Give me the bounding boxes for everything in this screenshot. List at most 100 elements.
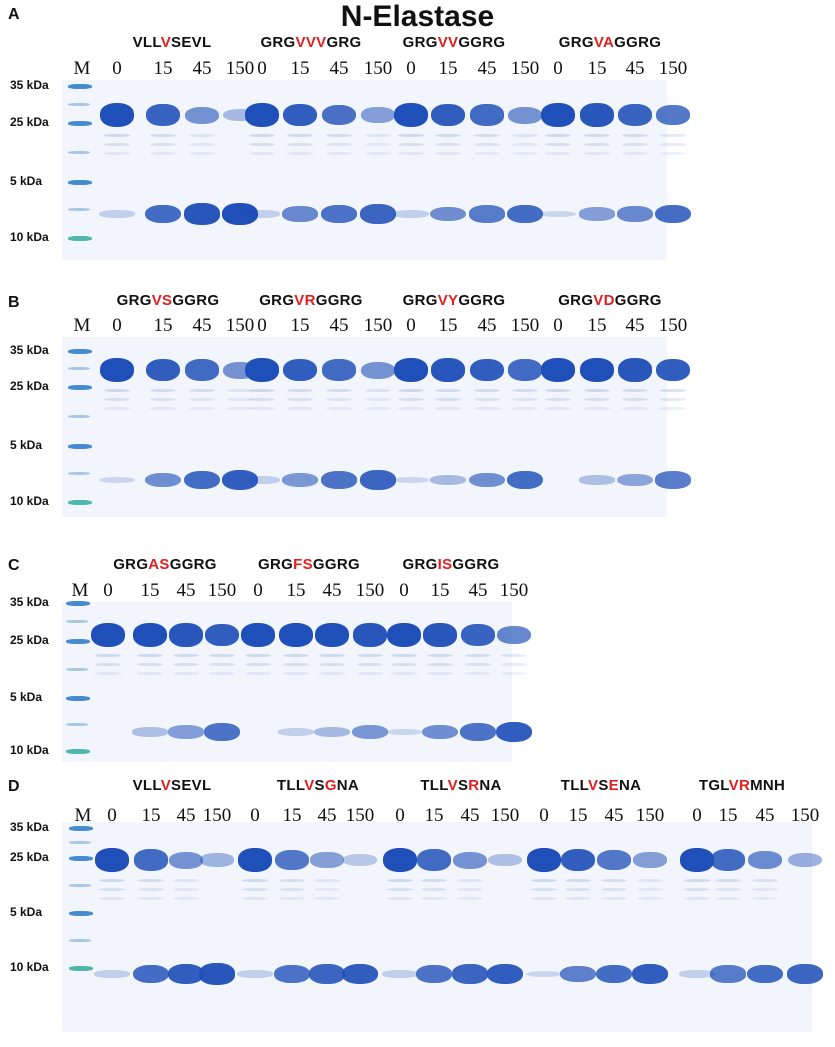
substrate-band — [618, 104, 652, 126]
sequence-segment: GRG — [259, 292, 295, 309]
intermediate-band — [474, 389, 500, 392]
intermediate-band — [365, 398, 391, 401]
intermediate-band — [138, 879, 164, 882]
intermediate-band — [601, 897, 627, 900]
product-band — [360, 470, 396, 490]
substrate-band — [95, 848, 129, 872]
product-band — [487, 963, 523, 985]
substrate-band — [238, 848, 272, 872]
ladder-band — [69, 841, 91, 844]
lane-time-label: 45 — [329, 58, 349, 79]
intermediate-band — [465, 654, 491, 657]
substrate-band — [497, 625, 531, 645]
substrate-band — [146, 104, 180, 126]
lane-time-label: 15 — [153, 58, 173, 79]
product-band — [199, 963, 235, 985]
substrate-band — [146, 358, 180, 382]
lane-time-label: 45 — [460, 805, 480, 826]
intermediate-band — [465, 663, 491, 666]
intermediate-band — [249, 134, 275, 137]
lane-time-label: 15 — [282, 805, 302, 826]
intermediate-band — [242, 879, 268, 882]
intermediate-band — [512, 389, 538, 392]
sequence-segment: NA — [479, 777, 502, 794]
intermediate-band — [465, 672, 491, 675]
sequence-segment: VLL — [132, 34, 161, 51]
intermediate-band — [314, 897, 340, 900]
intermediate-band — [249, 398, 275, 401]
product-band — [145, 472, 181, 488]
ladder-band — [66, 749, 90, 754]
substrate-band — [387, 623, 421, 647]
substrate-band — [200, 853, 234, 867]
peptide-sequence: TLLVSGNA — [277, 777, 359, 794]
substrate-band — [541, 358, 575, 382]
lane-time-label: 45 — [329, 315, 349, 336]
intermediate-band — [104, 143, 130, 146]
intermediate-band — [287, 134, 313, 137]
sequence-segment: GGRG — [312, 556, 360, 573]
cleavage-residue: VD — [593, 292, 615, 309]
intermediate-band — [387, 897, 413, 900]
intermediate-band — [357, 654, 383, 657]
product-band — [237, 970, 273, 978]
intermediate-band — [398, 152, 424, 155]
intermediate-band — [227, 389, 253, 392]
lane-time-label: 0 — [103, 580, 113, 601]
intermediate-band — [283, 663, 309, 666]
lane-time-label: 0 — [553, 315, 563, 336]
peptide-sequence: TGLVRMNH — [699, 777, 785, 794]
sequence-segment: TGL — [698, 777, 729, 794]
product-band — [469, 472, 505, 488]
substrate-band — [310, 852, 344, 868]
cleavage-residue: V — [160, 777, 172, 794]
sequence-segment: S — [457, 777, 469, 794]
substrate-band — [394, 358, 428, 382]
ladder-band — [68, 84, 92, 89]
substrate-band — [461, 624, 495, 646]
sequence-segment: GRG — [402, 34, 438, 51]
intermediate-band — [474, 407, 500, 410]
ladder-band — [66, 696, 90, 701]
marker-label: 5 kDa — [10, 174, 43, 188]
intermediate-band — [474, 152, 500, 155]
cleavage-residue: VR — [728, 777, 751, 794]
intermediate-band — [249, 407, 275, 410]
product-band — [282, 206, 318, 222]
cleavage-residue: VY — [437, 292, 459, 309]
intermediate-band — [249, 152, 275, 155]
intermediate-band — [287, 143, 313, 146]
product-band — [360, 204, 396, 224]
substrate-band — [185, 359, 219, 381]
lane-time-label: 15 — [587, 58, 607, 79]
sequence-segment: GGRG — [169, 556, 217, 573]
peptide-sequence: GRGVRGGRG — [259, 292, 363, 309]
intermediate-band — [365, 134, 391, 137]
intermediate-band — [435, 389, 461, 392]
intermediate-band — [104, 407, 130, 410]
cleavage-residue: VA — [593, 34, 615, 51]
ladder-band — [66, 639, 90, 644]
intermediate-band — [173, 879, 199, 882]
intermediate-band — [138, 888, 164, 891]
marker-label: 25 kDa — [10, 115, 49, 129]
lane-time-label: 45 — [317, 805, 337, 826]
intermediate-band — [319, 663, 345, 666]
sequence-segment: GRG — [113, 556, 149, 573]
intermediate-band — [365, 152, 391, 155]
ladder-band — [68, 500, 92, 505]
intermediate-band — [209, 672, 235, 675]
intermediate-band — [660, 389, 686, 392]
peptide-sequence: GRGVVGGRG — [403, 34, 506, 51]
intermediate-band — [189, 152, 215, 155]
substrate-band — [580, 358, 614, 382]
lane-time-label: 45 — [176, 580, 196, 601]
substrate-band — [680, 848, 714, 872]
cleavage-residue: E — [608, 777, 619, 794]
intermediate-band — [326, 389, 352, 392]
sequence-segment: GRG — [558, 34, 594, 51]
intermediate-band — [242, 888, 268, 891]
product-band — [560, 965, 596, 983]
lane-time-label: 0 — [107, 805, 117, 826]
